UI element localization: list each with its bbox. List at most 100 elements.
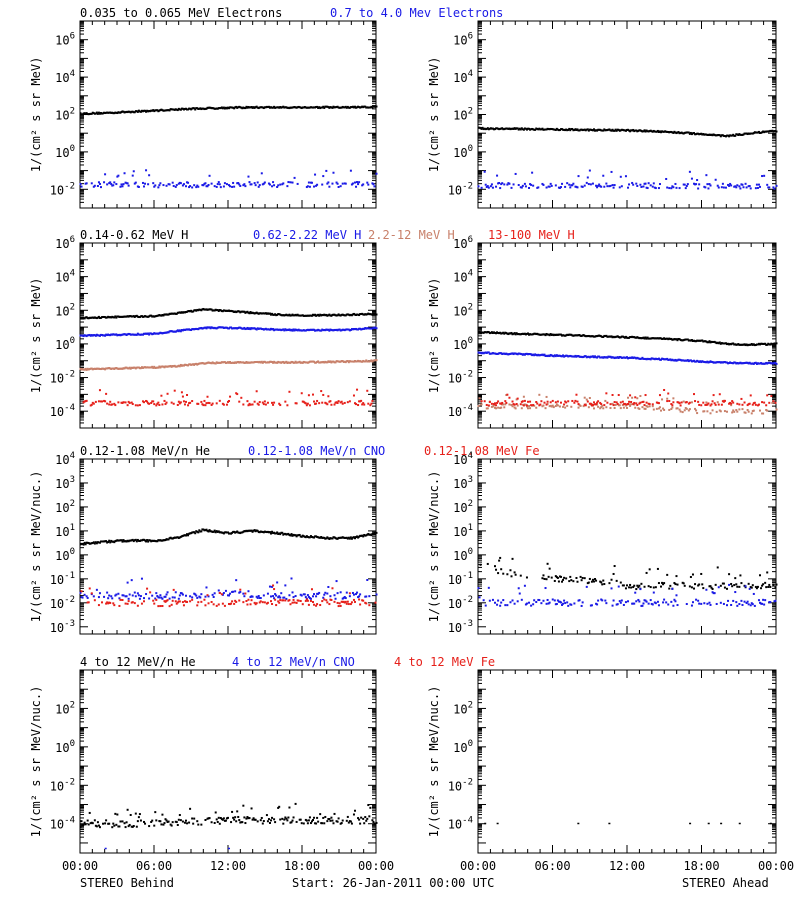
data-point — [666, 186, 669, 189]
data-point — [276, 185, 279, 188]
data-point — [357, 359, 360, 362]
data-point — [578, 404, 581, 407]
data-point — [94, 400, 97, 403]
data-point — [736, 410, 739, 413]
data-point — [571, 399, 574, 402]
data-point — [685, 131, 688, 134]
data-point — [335, 106, 338, 109]
data-point — [364, 313, 367, 316]
data-point — [80, 596, 83, 599]
data-point — [735, 186, 738, 189]
data-point — [512, 127, 515, 130]
data-point — [576, 580, 579, 583]
data-point — [241, 361, 244, 364]
data-point — [584, 404, 587, 407]
data-point — [667, 392, 670, 395]
data-point — [511, 352, 514, 355]
data-point — [109, 400, 112, 403]
y-tick-label: 104 — [453, 69, 473, 85]
data-point — [219, 361, 222, 364]
data-point — [742, 186, 745, 189]
data-point — [275, 361, 278, 364]
data-point — [156, 402, 159, 405]
data-point — [351, 313, 354, 316]
data-point — [294, 595, 297, 598]
y-tick-label: 106 — [55, 235, 75, 251]
data-point — [655, 337, 658, 340]
data-point — [294, 328, 297, 331]
data-point — [655, 407, 658, 410]
data-point — [318, 329, 321, 332]
data-point — [735, 133, 738, 136]
data-point — [616, 402, 619, 405]
data-point — [602, 579, 605, 582]
data-point — [588, 577, 591, 580]
data-point — [344, 182, 347, 185]
data-point — [623, 336, 626, 339]
data-point — [285, 329, 288, 332]
data-point — [124, 602, 127, 605]
data-point — [309, 597, 312, 600]
data-point — [242, 106, 245, 109]
data-point — [373, 327, 376, 330]
data-point — [127, 367, 130, 370]
data-point — [181, 395, 184, 398]
data-point — [134, 367, 137, 370]
plot-frame — [79, 20, 377, 209]
data-point — [168, 537, 171, 540]
data-point — [618, 355, 621, 358]
data-point — [335, 360, 338, 363]
data-point — [235, 105, 238, 108]
data-point — [674, 338, 677, 341]
data-point — [186, 181, 189, 184]
data-point — [179, 592, 182, 595]
data-point — [266, 401, 269, 404]
data-point — [291, 106, 294, 109]
y-tick-label: 10-2 — [50, 595, 75, 611]
data-point — [356, 106, 359, 109]
data-point — [334, 314, 337, 317]
data-point — [319, 329, 322, 332]
data-point — [302, 314, 305, 317]
data-point — [249, 529, 252, 532]
data-point — [117, 592, 120, 595]
data-point — [620, 128, 623, 131]
data-point — [599, 334, 602, 337]
data-point — [511, 405, 514, 408]
data-point — [120, 315, 123, 318]
data-point — [358, 181, 361, 184]
data-point — [184, 185, 187, 188]
data-point — [286, 361, 289, 364]
data-point — [246, 106, 249, 109]
data-point — [282, 182, 285, 185]
data-point — [772, 130, 775, 133]
data-point — [92, 185, 95, 188]
data-point — [702, 401, 705, 404]
data-point — [125, 110, 128, 113]
data-point — [665, 358, 668, 361]
data-point — [514, 172, 517, 175]
data-point — [586, 335, 589, 338]
data-point — [91, 368, 94, 371]
data-point — [189, 310, 192, 313]
data-point — [105, 392, 108, 395]
data-point — [184, 328, 187, 331]
data-point — [222, 106, 225, 109]
data-point — [136, 315, 139, 318]
data-point — [362, 402, 365, 405]
plot-frame — [477, 20, 777, 209]
data-point — [613, 406, 616, 409]
data-point — [608, 335, 611, 338]
data-point — [361, 105, 364, 108]
data-point — [518, 352, 521, 355]
data-point — [171, 599, 174, 602]
data-point — [128, 401, 131, 404]
data-point — [479, 127, 482, 130]
data-point — [561, 128, 564, 131]
data-point — [350, 314, 353, 317]
data-point — [282, 599, 285, 602]
data-point — [145, 593, 148, 596]
data-point — [131, 366, 134, 369]
data-point — [156, 595, 159, 598]
